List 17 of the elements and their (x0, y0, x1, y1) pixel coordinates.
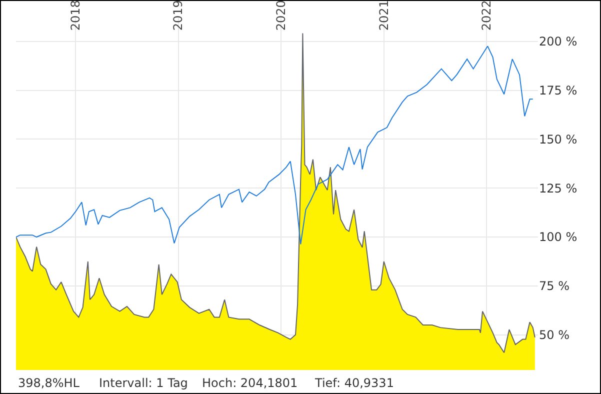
y-tick-label: 75 % (539, 279, 570, 294)
text: Tief: 40,9331 (314, 376, 394, 390)
x-tick-label: 2019 (171, 0, 186, 31)
x-tick-label: 2021 (376, 0, 391, 31)
text: Intervall: 1 Tag (99, 376, 188, 390)
line-series (16, 46, 534, 245)
y-tick-label: 125 % (539, 181, 578, 196)
y-tick-label: 150 % (539, 132, 578, 146)
y-tick-label: 100 % (539, 230, 578, 244)
x-tick-label: 2022 (480, 0, 494, 31)
x-tick-label: 2020 (274, 0, 288, 31)
y-tick-label: 175 % (539, 84, 578, 98)
text: Hoch: 204,1801 (202, 376, 298, 390)
text: 398,8%HL (18, 376, 80, 390)
y-tick-label: 200 % (539, 34, 578, 49)
y-tick-label: 50 % (539, 328, 570, 342)
x-tick-label: 2018 (68, 0, 82, 31)
